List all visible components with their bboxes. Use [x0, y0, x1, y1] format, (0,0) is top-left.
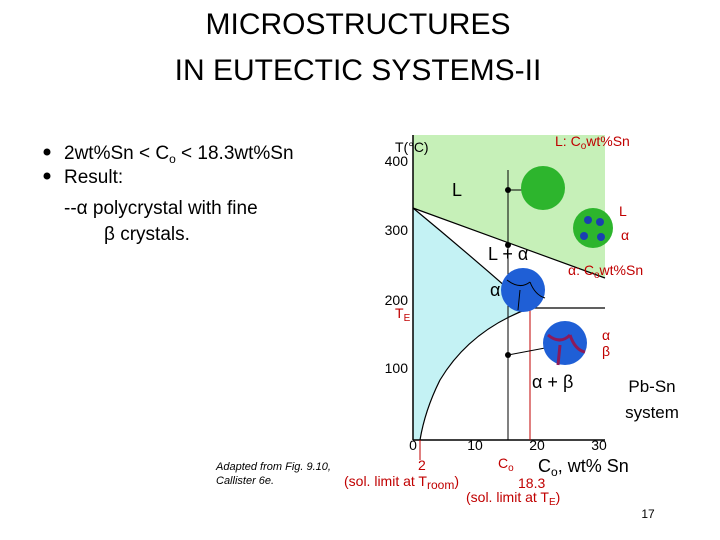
- y-tick-label: 300: [385, 222, 409, 238]
- x-tick-label: 30: [591, 437, 607, 453]
- region-label: L + α: [488, 244, 528, 264]
- phase-diagram: T(°C) 400 300 200 100 TE 0 10 20 30 L: C…: [344, 133, 679, 508]
- alpha-comp: α: Cowt%Sn: [568, 262, 643, 281]
- grain-boundary: [506, 279, 546, 311]
- x-tick-label: 20: [529, 437, 545, 453]
- bullet-dot: [43, 172, 51, 180]
- micro-alpha: [501, 268, 545, 312]
- limit-note: (sol. limit at TE): [466, 489, 560, 508]
- liquid-region: [413, 135, 605, 278]
- eutectic-temp: TE: [395, 305, 411, 324]
- system-label: Pb-Sn: [628, 377, 675, 396]
- y-tick-label: 200: [385, 292, 409, 308]
- region-label: α: [490, 280, 500, 300]
- x-axis-label: Co, wt% Sn: [538, 456, 629, 479]
- caption: Callister 6e.: [216, 475, 274, 487]
- micro-label: α: [602, 327, 610, 343]
- y-tick-label: 100: [385, 360, 409, 376]
- limit-value: 2: [418, 457, 426, 473]
- y-axis-label: T(°C): [395, 139, 429, 155]
- title-line: MICROSTRUCTURES: [206, 8, 511, 41]
- result-line: β crystals.: [104, 224, 190, 245]
- micro-label: α: [621, 227, 629, 243]
- micro-l-alpha: [573, 208, 613, 248]
- caption: Adapted from Fig. 9.10,: [215, 461, 331, 473]
- y-tick-label: 400: [385, 153, 409, 169]
- bullet-dot: [43, 148, 51, 156]
- grain: [580, 232, 588, 240]
- micro-label: β: [602, 343, 610, 359]
- x-tick-label: 0: [409, 437, 417, 453]
- leader: [507, 347, 546, 356]
- result-line: --α polycrystal with fine: [64, 198, 258, 219]
- beta-precipitate: [547, 333, 586, 366]
- page-number: 17: [641, 507, 655, 521]
- limit-note: (sol. limit at Troom): [344, 473, 459, 492]
- co-marker: Co: [498, 455, 514, 474]
- path-point: [505, 242, 511, 248]
- grain: [597, 233, 605, 241]
- title-line: IN EUTECTIC SYSTEMS-II: [175, 54, 542, 87]
- system-label: system: [625, 403, 679, 422]
- micro-label: L: [619, 203, 627, 219]
- liquid-comp: L: Cowt%Sn: [555, 133, 630, 152]
- limit-value: 18.3: [518, 475, 545, 491]
- grain: [584, 216, 592, 224]
- x-tick-label: 10: [467, 437, 483, 453]
- bullet: 2wt%Sn < Co < 18.3wt%Sn: [64, 143, 294, 166]
- bullet: Result:: [64, 167, 123, 188]
- region-label: α + β: [532, 372, 573, 392]
- micro-liquid: [521, 166, 565, 210]
- alpha-region: [413, 208, 530, 440]
- micro-alpha-beta: [543, 321, 587, 365]
- region-label: L: [452, 180, 462, 200]
- grain: [596, 218, 604, 226]
